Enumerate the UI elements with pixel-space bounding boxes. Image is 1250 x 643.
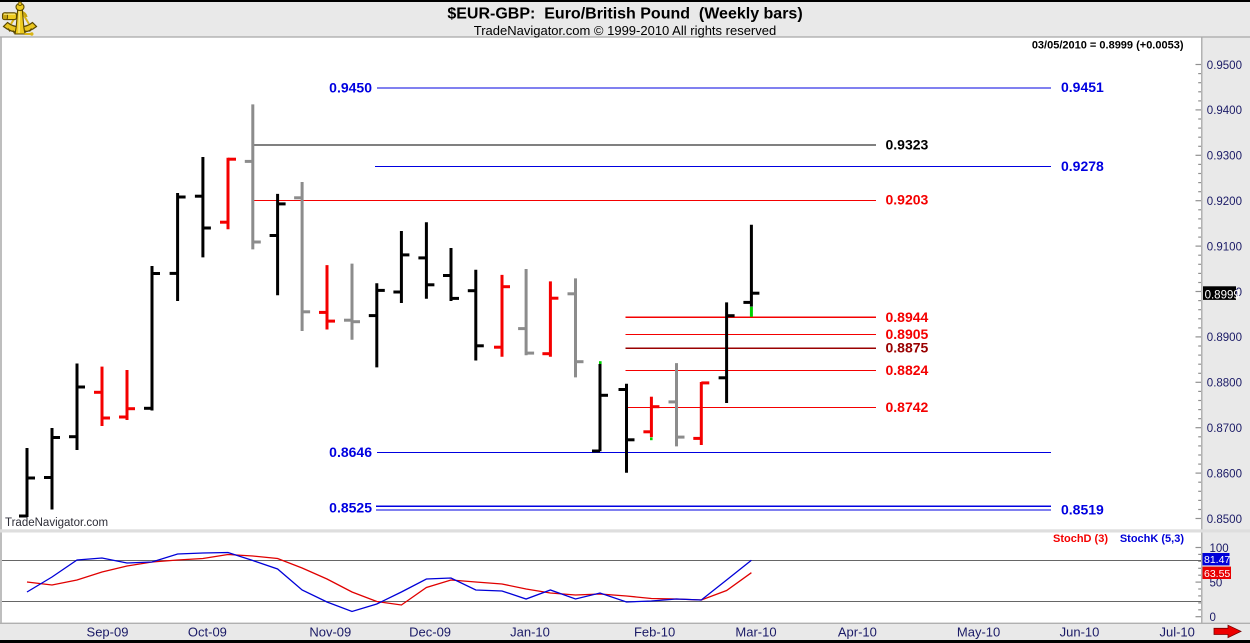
svg-text:0.9203: 0.9203: [886, 191, 929, 207]
svg-text:0.8500: 0.8500: [1207, 514, 1242, 526]
svg-text:May-10: May-10: [957, 625, 1000, 640]
svg-text:0.9500: 0.9500: [1207, 60, 1242, 72]
svg-text:0.8742: 0.8742: [886, 399, 929, 415]
svg-text:50: 50: [1210, 577, 1223, 589]
svg-text:0.8700: 0.8700: [1207, 423, 1242, 435]
svg-text:StochK (5,3): StochK (5,3): [1120, 533, 1185, 545]
svg-text:0.8905: 0.8905: [886, 326, 929, 342]
svg-text:0.8525: 0.8525: [329, 500, 372, 516]
svg-text:$EUR-GBP: Euro/British Pound: $EUR-GBP: Euro/British Pound (Weekly bar…: [447, 6, 802, 23]
svg-text:0.8900: 0.8900: [1207, 332, 1242, 344]
svg-text:Feb-10: Feb-10: [634, 625, 675, 640]
svg-text:StochD (3): StochD (3): [1053, 533, 1108, 545]
svg-text:03/05/2010 = 0.8999 (+0.0053): 03/05/2010 = 0.8999 (+0.0053): [1032, 39, 1184, 51]
svg-text:0.9451: 0.9451: [1061, 79, 1104, 95]
svg-text:0.8646: 0.8646: [329, 444, 372, 460]
svg-text:0.8875: 0.8875: [886, 340, 929, 356]
svg-text:0.9400: 0.9400: [1207, 105, 1242, 117]
svg-text:0.8800: 0.8800: [1207, 378, 1242, 390]
svg-text:0.9323: 0.9323: [886, 136, 929, 152]
svg-text:0.9200: 0.9200: [1207, 196, 1242, 208]
svg-text:Sep-09: Sep-09: [87, 625, 129, 640]
svg-text:Jan-10: Jan-10: [510, 625, 550, 640]
svg-text:0.9300: 0.9300: [1207, 151, 1242, 163]
svg-text:0.8519: 0.8519: [1061, 501, 1104, 517]
svg-text:TradeNavigator.com: TradeNavigator.com: [5, 517, 108, 529]
svg-text:Jul-10: Jul-10: [1159, 625, 1194, 640]
svg-text:100: 100: [1210, 543, 1229, 555]
svg-text:0: 0: [1210, 612, 1216, 624]
svg-text:0.8944: 0.8944: [886, 309, 929, 325]
svg-text:Dec-09: Dec-09: [409, 625, 451, 640]
svg-text:0.8999: 0.8999: [1205, 289, 1240, 301]
svg-text:TradeNavigator.com © 1999-2010: TradeNavigator.com © 1999-2010 All right…: [474, 23, 776, 38]
svg-text:0.9450: 0.9450: [329, 80, 372, 96]
svg-text:0.9278: 0.9278: [1061, 158, 1104, 174]
svg-text:0.8600: 0.8600: [1207, 468, 1242, 480]
svg-text:81.47: 81.47: [1204, 554, 1230, 566]
svg-text:Oct-09: Oct-09: [188, 625, 227, 640]
svg-text:Apr-10: Apr-10: [838, 625, 877, 640]
svg-text:Jun-10: Jun-10: [1060, 625, 1100, 640]
svg-text:Mar-10: Mar-10: [735, 625, 776, 640]
svg-text:Nov-09: Nov-09: [309, 625, 351, 640]
svg-text:63.55: 63.55: [1204, 568, 1230, 580]
svg-text:0.9100: 0.9100: [1207, 241, 1242, 253]
svg-text:0.8824: 0.8824: [886, 362, 929, 378]
